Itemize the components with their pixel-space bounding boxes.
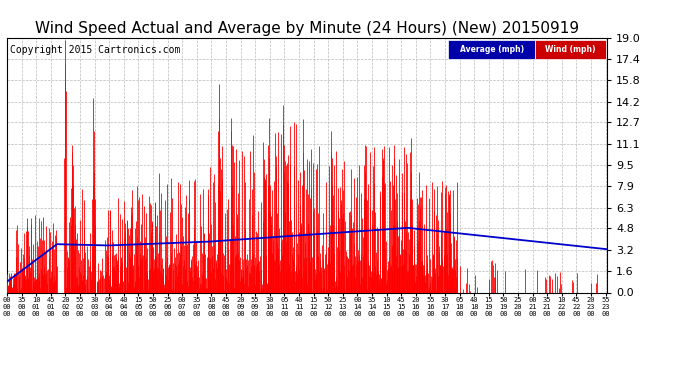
Title: Wind Speed Actual and Average by Minute (24 Hours) (New) 20150919: Wind Speed Actual and Average by Minute … bbox=[35, 21, 579, 36]
Text: Average (mph): Average (mph) bbox=[460, 45, 524, 54]
Text: Copyright 2015 Cartronics.com: Copyright 2015 Cartronics.com bbox=[10, 45, 180, 55]
Text: Wind (mph): Wind (mph) bbox=[545, 45, 596, 54]
FancyBboxPatch shape bbox=[448, 40, 535, 59]
FancyBboxPatch shape bbox=[535, 40, 606, 59]
